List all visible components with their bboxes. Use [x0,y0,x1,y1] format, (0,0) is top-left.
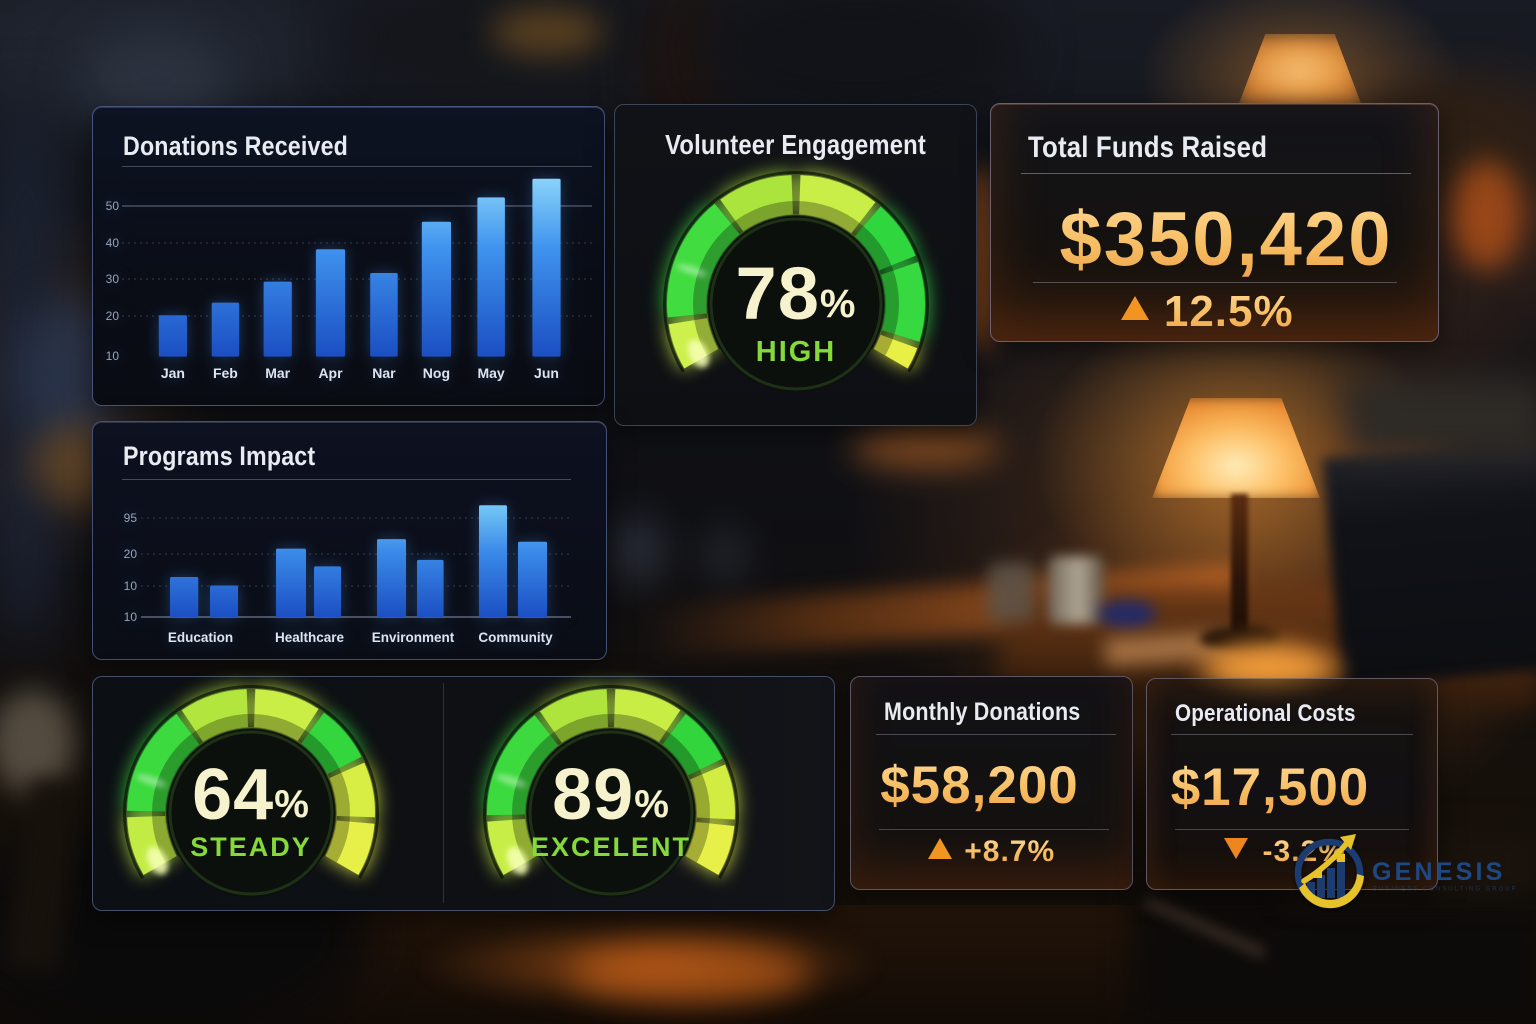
svg-text:May: May [477,365,504,381]
svg-text:10: 10 [106,349,120,363]
svg-text:Healthcare: Healthcare [275,630,345,645]
svg-text:Feb: Feb [213,365,238,381]
svg-text:30: 30 [106,272,120,286]
svg-text:95: 95 [124,511,138,525]
svg-text:Jan: Jan [161,365,185,381]
svg-text:10: 10 [124,610,138,624]
svg-text:40: 40 [106,236,120,250]
svg-text:Environment: Environment [372,630,455,645]
svg-text:10: 10 [124,579,138,593]
svg-text:Apr: Apr [318,365,343,381]
svg-text:STEADY: STEADY [190,832,312,862]
svg-text:50: 50 [106,199,120,213]
svg-text:Education: Education [168,630,233,645]
svg-text:BUSINESS CONSULTING GROUP: BUSINESS CONSULTING GROUP [1373,887,1518,893]
svg-text:20: 20 [124,547,138,561]
svg-text:GENESIS: GENESIS [1372,858,1506,886]
svg-text:20: 20 [106,309,120,323]
svg-text:Nar: Nar [372,365,396,381]
svg-text:Jun: Jun [534,365,559,381]
svg-text:HIGH: HIGH [756,336,837,368]
svg-text:Mar: Mar [265,365,290,381]
svg-text:Community: Community [478,630,553,645]
svg-text:Nog: Nog [423,365,450,381]
svg-text:EXCELENT: EXCELENT [531,832,691,862]
